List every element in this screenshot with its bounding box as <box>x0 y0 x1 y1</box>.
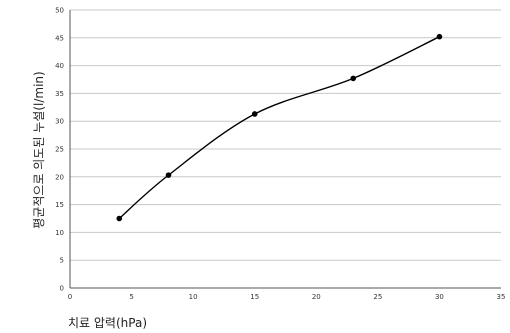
x-tick-label: 35 <box>497 293 506 301</box>
y-tick-label: 25 <box>55 146 64 154</box>
y-tick-label: 10 <box>55 229 64 237</box>
data-point <box>165 172 172 178</box>
series-line-0 <box>118 36 440 220</box>
data-point <box>436 33 443 40</box>
y-tick-label: 40 <box>55 62 64 70</box>
axes <box>69 10 501 289</box>
x-tick-label: 10 <box>189 293 198 301</box>
x-tick-label: 25 <box>373 293 382 301</box>
data-point <box>116 215 123 222</box>
gridlines <box>70 9 501 289</box>
y-tick-label: 35 <box>55 90 64 98</box>
data-point <box>350 75 357 82</box>
x-tick-label: 15 <box>250 293 259 301</box>
y-tick-label: 5 <box>60 257 64 265</box>
x-tick-label: 20 <box>312 293 321 301</box>
x-tick-label: 30 <box>435 293 444 301</box>
x-axis-label: 치료 압력(hPa) <box>68 316 147 330</box>
x-tick-label: 0 <box>68 293 72 301</box>
x-tick-label: 5 <box>129 293 133 301</box>
y-tick-label: 20 <box>55 173 64 181</box>
y-tick-label: 0 <box>60 285 64 293</box>
y-tick-label: 45 <box>55 34 64 42</box>
y-tick-label: 15 <box>55 201 64 209</box>
y-axis-label: 평균적으로 의도된 누설(l/min) <box>32 71 46 228</box>
series-group <box>116 33 443 222</box>
tick-labels: 0 5 10 15 20 25 30 35 40 45 50 0 5 10 15 20 25 30 35 <box>55 7 505 302</box>
data-point <box>251 111 258 117</box>
y-tick-label: 30 <box>55 118 64 126</box>
y-tick-label: 50 <box>55 7 64 15</box>
